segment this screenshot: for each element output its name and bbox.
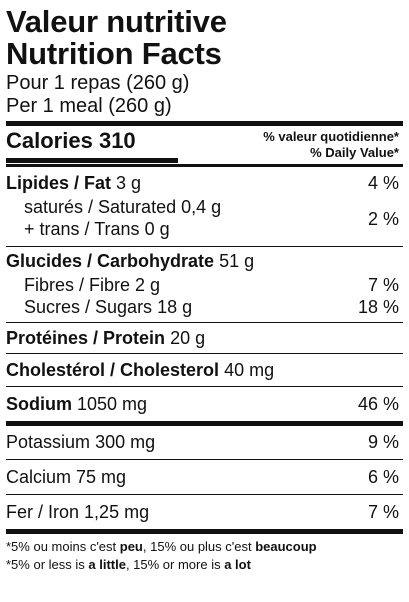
calcium-amount: 75 mg bbox=[76, 467, 127, 487]
calcium-block: Calcium 75 mg 6 % bbox=[6, 460, 403, 494]
cholesterol-amount: 40 mg bbox=[224, 360, 275, 380]
iron-label: Fer / Iron bbox=[6, 502, 80, 522]
fat-label: Lipides / Fat bbox=[6, 173, 112, 193]
serving-size-english: Per 1 meal (260 g) bbox=[6, 95, 172, 117]
trans-amount: 0 g bbox=[144, 219, 170, 239]
potassium-label: Potassium bbox=[6, 432, 91, 452]
saturated-trans-percent: 2 % bbox=[367, 209, 399, 229]
protein-block: Protéines / Protein 20 g bbox=[6, 323, 403, 353]
trans-row: + trans / Trans 0 g 2 % bbox=[6, 209, 403, 240]
divider-thin bbox=[6, 494, 403, 495]
divider-thin bbox=[6, 353, 403, 354]
footnote-english-text-2: , 15% or more is bbox=[125, 557, 225, 572]
footnote: *5% ou moins c'est peu, 15% ou plus c'es… bbox=[6, 538, 403, 574]
potassium-amount: 300 mg bbox=[95, 432, 156, 452]
title-english: Nutrition Facts bbox=[6, 36, 222, 71]
sugars-row: Sucres / Sugars 18 g 18 % bbox=[6, 296, 403, 318]
sodium-percent: 46 % bbox=[357, 394, 399, 414]
trans-label: + trans / Trans bbox=[24, 219, 140, 239]
sodium-label: Sodium bbox=[6, 394, 72, 414]
divider-thin bbox=[6, 322, 403, 323]
divider-thick bbox=[6, 529, 403, 534]
sugars-label: Sucres / Sugars bbox=[24, 297, 153, 317]
fat-block: Lipides / Fat 3 g 4 % saturés / Saturate… bbox=[6, 167, 403, 246]
sugars-amount: 18 g bbox=[157, 297, 193, 317]
iron-amount: 1,25 mg bbox=[84, 502, 150, 522]
calcium-label: Calcium bbox=[6, 467, 72, 487]
protein-label: Protéines / Protein bbox=[6, 328, 166, 348]
daily-value-header-french: % valeur quotidienne* bbox=[263, 129, 399, 144]
calories-underline bbox=[6, 158, 178, 163]
footnote-english-lot: a lot bbox=[224, 557, 251, 572]
saturated-label: saturés / Saturated bbox=[24, 197, 177, 217]
footnote-french: *5% ou moins c'est peu, 15% ou plus c'es… bbox=[6, 538, 403, 556]
fat-row: Lipides / Fat 3 g 4 % bbox=[6, 172, 403, 194]
footnote-english-little: a little bbox=[88, 557, 126, 572]
sugars-percent: 18 % bbox=[357, 297, 399, 317]
fat-amount: 3 g bbox=[116, 173, 142, 193]
divider-thin bbox=[6, 386, 403, 387]
footnote-french-text-1: *5% ou moins c'est bbox=[6, 539, 120, 554]
sodium-block: Sodium 1050 mg 46 % bbox=[6, 387, 403, 421]
saturated-row: saturés / Saturated 0,4 g bbox=[6, 196, 403, 218]
divider-thin bbox=[6, 246, 403, 247]
divider-thick bbox=[6, 421, 403, 426]
fibre-row: Fibres / Fibre 2 g 7 % bbox=[6, 274, 403, 296]
iron-block: Fer / Iron 1,25 mg 7 % bbox=[6, 495, 403, 529]
potassium-block: Potassium 300 mg 9 % bbox=[6, 426, 403, 459]
serving-size-french: Pour 1 repas (260 g) bbox=[6, 72, 190, 94]
calories-value: 310 bbox=[98, 128, 136, 153]
saturated-amount: 0,4 g bbox=[181, 197, 222, 217]
footnote-french-peu: peu bbox=[119, 539, 143, 554]
divider-thin bbox=[6, 459, 403, 460]
potassium-row: Potassium 300 mg 9 % bbox=[6, 431, 403, 453]
protein-amount: 20 g bbox=[170, 328, 206, 348]
footnote-english: *5% or less is a little, 15% or more is … bbox=[6, 556, 403, 574]
cholesterol-block: Cholestérol / Cholesterol 40 mg bbox=[6, 354, 403, 386]
carbohydrate-amount: 51 g bbox=[219, 251, 255, 271]
fibre-percent: 7 % bbox=[367, 275, 399, 295]
calories-row: Calories 310 % valeur quotidienne* % Dai… bbox=[6, 126, 403, 164]
cholesterol-row: Cholestérol / Cholesterol 40 mg bbox=[6, 359, 403, 381]
calcium-row: Calcium 75 mg 6 % bbox=[6, 466, 403, 488]
footnote-french-beaucoup: beaucoup bbox=[255, 539, 317, 554]
title-french: Valeur nutritive bbox=[6, 4, 227, 39]
fibre-amount: 2 g bbox=[135, 275, 161, 295]
sodium-row: Sodium 1050 mg 46 % bbox=[6, 393, 403, 415]
calories-label: Calories bbox=[6, 128, 93, 153]
cholesterol-label: Cholestérol / Cholesterol bbox=[6, 360, 220, 380]
calcium-percent: 6 % bbox=[367, 467, 399, 487]
protein-row: Protéines / Protein 20 g bbox=[6, 327, 403, 349]
footnote-french-text-2: , 15% ou plus c'est bbox=[142, 539, 256, 554]
potassium-percent: 9 % bbox=[367, 432, 399, 452]
iron-row: Fer / Iron 1,25 mg 7 % bbox=[6, 501, 403, 523]
sodium-amount: 1050 mg bbox=[77, 394, 148, 414]
fibre-label: Fibres / Fibre bbox=[24, 275, 131, 295]
daily-value-header-english: % Daily Value* bbox=[310, 145, 399, 160]
calories-text: Calories 310 bbox=[6, 128, 136, 154]
divider-medium bbox=[6, 164, 403, 167]
daily-value-header: % valeur quotidienne* % Daily Value* bbox=[263, 129, 399, 161]
divider-thick bbox=[6, 121, 403, 126]
footnote-english-text-1: *5% or less is bbox=[6, 557, 89, 572]
carbohydrate-block: Glucides / Carbohydrate 51 g Fibres / Fi… bbox=[6, 247, 403, 322]
fat-percent: 4 % bbox=[367, 173, 399, 193]
iron-percent: 7 % bbox=[367, 502, 399, 522]
carbohydrate-row: Glucides / Carbohydrate 51 g bbox=[6, 250, 403, 272]
carbohydrate-label: Glucides / Carbohydrate bbox=[6, 251, 215, 271]
